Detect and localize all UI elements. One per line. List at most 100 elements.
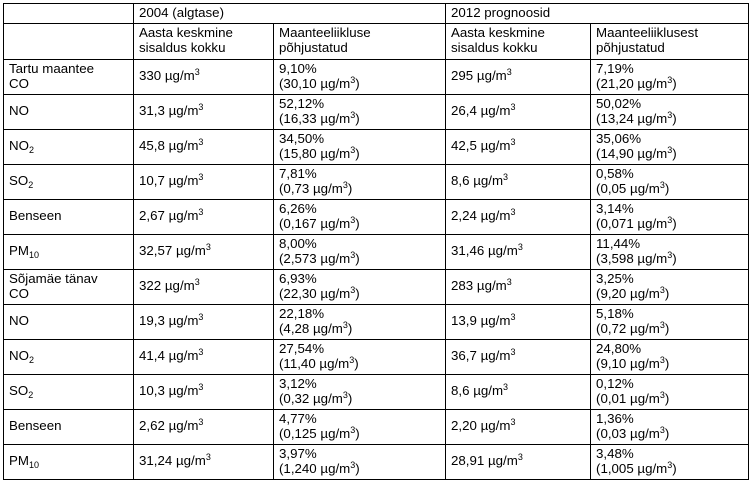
- share-2004-cell: 3,12% (0,32 µg/m3): [272, 374, 447, 410]
- pollutant-cell: NO: [3, 94, 134, 130]
- annual-2012-value: 31,46 µg/m3: [451, 236, 523, 259]
- header-line: Aasta keskmine: [139, 25, 233, 40]
- unit-exponent: 3: [198, 137, 204, 147]
- pollutant-cell: Sõjamäe tänav CO: [3, 269, 134, 305]
- pollutant-name: Benseen: [9, 201, 62, 223]
- value-number: 10,3: [139, 383, 165, 398]
- percent-text: 3,97%: [279, 446, 317, 461]
- value-number: 2,62: [139, 418, 165, 433]
- pollutant-name-text: CO: [9, 76, 29, 91]
- value-number: (0,071: [596, 216, 634, 231]
- share-2004-amount: (1,240 µg/m3): [279, 460, 360, 477]
- annual-2012-value: 36,7 µg/m3: [451, 341, 515, 364]
- unit-text: µg/m: [488, 243, 518, 258]
- share-2004-cell: 34,50% (15,80 µg/m3): [272, 129, 447, 165]
- unit-text: µg/m: [164, 278, 195, 293]
- value-number: 42,5: [451, 138, 477, 153]
- unit-text: µg/m: [637, 251, 668, 266]
- value-number: 31,3: [139, 103, 165, 118]
- percent-text: 9,10%: [279, 61, 317, 76]
- value-number: (21,20: [596, 76, 634, 91]
- share-2012-percent: 11,44%: [596, 236, 743, 251]
- value-number: (0,03: [596, 426, 627, 441]
- unit-text: µg/m: [168, 103, 199, 118]
- annual-2012-cell: 28,91 µg/m3: [445, 444, 592, 480]
- share-2012-cell: 5,18% (0,72 µg/m3): [590, 304, 750, 340]
- unit-exponent: 3: [659, 180, 665, 190]
- share-2004-amount: (0,32 µg/m3): [279, 390, 353, 407]
- unit-text: µg/m: [480, 313, 511, 328]
- unit-exponent: 3: [198, 102, 204, 112]
- value-number: 41,4: [139, 348, 165, 363]
- pollutant-cell: SO2: [3, 164, 134, 200]
- annual-2012-value: 2,24 µg/m3: [451, 201, 515, 224]
- header-annual-2012: Aasta keskmine sisaldus kokku: [445, 23, 592, 60]
- header-line: Maanteeliiklusest: [596, 25, 699, 40]
- percent-text: 35,06%: [596, 131, 642, 146]
- unit-exponent: 3: [503, 172, 509, 182]
- annual-2004-value: 10,3 µg/m3: [139, 376, 204, 399]
- share-2012-cell: 3,25% (9,20 µg/m3): [590, 269, 750, 305]
- value-number: (0,73: [279, 181, 310, 196]
- share-2012-cell: 50,02% (13,24 µg/m3): [590, 94, 750, 130]
- unit-exponent: 3: [659, 355, 665, 365]
- header-group-2012: 2012 prognoosid: [445, 3, 750, 24]
- annual-2004-value: 31,24 µg/m3: [139, 446, 211, 469]
- share-2004-percent: 8,00%: [279, 236, 440, 251]
- unit-exponent: 3: [342, 320, 348, 330]
- annual-2012-cell: 2,24 µg/m3: [445, 199, 592, 235]
- annual-2004-cell: 2,62 µg/m3: [133, 409, 274, 445]
- share-2004-amount: (15,80 µg/m3): [279, 145, 360, 162]
- share-2004-cell: 8,00% (2,573 µg/m3): [272, 234, 447, 270]
- share-2012-amount: (9,10 µg/m3): [596, 355, 670, 372]
- pollutant-name-text: Benseen: [9, 418, 62, 433]
- unit-exponent: 3: [667, 110, 673, 120]
- header-row-years: 2004 (algtase) 2012 prognoosid: [3, 3, 750, 24]
- unit-text: µg/m: [473, 173, 504, 188]
- unit-exponent: 3: [198, 347, 204, 357]
- annual-2004-cell: 41,4 µg/m3: [133, 339, 274, 375]
- annual-2004-value: 45,8 µg/m3: [139, 131, 204, 154]
- table-row: SO2 10,3 µg/m3 3,12% (0,32 µg/m3) 8,6 µg/m3 0…: [3, 374, 750, 410]
- unit-text: µg/m: [630, 181, 660, 196]
- share-2004-cell: 6,93% (22,30 µg/m3): [272, 269, 447, 305]
- annual-2012-cell: 13,9 µg/m3: [445, 304, 592, 340]
- percent-text: 8,00%: [279, 236, 317, 251]
- value-number: 31,24: [139, 453, 173, 468]
- pollutant-subscript: 2: [28, 390, 34, 400]
- unit-text: µg/m: [168, 208, 199, 223]
- table-row: Tartu maantee CO 330 µg/m3 9,10% (30,10 µg/m…: [3, 59, 750, 95]
- unit-text: µg/m: [168, 138, 199, 153]
- unit-exponent: 3: [667, 460, 673, 470]
- share-2004-percent: 7,81%: [279, 166, 440, 181]
- unit-exponent: 3: [205, 452, 211, 462]
- unit-exponent: 3: [503, 382, 509, 392]
- unit-text: µg/m: [637, 216, 668, 231]
- share-2004-percent: 52,12%: [279, 96, 440, 111]
- value-number: 36,7: [451, 348, 477, 363]
- table-row: NO2 41,4 µg/m3 27,54% (11,40 µg/m3) 36,7 µg/…: [3, 339, 750, 375]
- unit-exponent: 3: [517, 452, 523, 462]
- unit-text: µg/m: [637, 76, 668, 91]
- share-2012-amount: (0,01 µg/m3): [596, 390, 670, 407]
- pollutant-name: CO: [9, 286, 128, 301]
- pollutant-name-text: NO: [9, 348, 29, 363]
- value-number: (4,28: [279, 321, 310, 336]
- value-number: 322: [139, 278, 162, 293]
- unit-text: µg/m: [480, 348, 511, 363]
- value-number: (22,30: [279, 286, 317, 301]
- pollutant-name-text: NO: [9, 138, 29, 153]
- percent-text: 0,58%: [596, 166, 634, 181]
- share-2012-percent: 3,14%: [596, 201, 743, 216]
- unit-exponent: 3: [198, 382, 204, 392]
- table-row: Sõjamäe tänav CO 322 µg/m3 6,93% (22,30 µg/m…: [3, 269, 750, 305]
- table-row: Benseen 2,62 µg/m3 4,77% (0,125 µg/m3) 2,20 …: [3, 409, 750, 445]
- annual-2012-cell: 8,6 µg/m3: [445, 164, 592, 200]
- pollutant-name: PM10: [9, 236, 39, 260]
- annual-2012-value: 2,20 µg/m3: [451, 411, 515, 434]
- unit-text: µg/m: [630, 356, 660, 371]
- percent-text: 22,18%: [279, 306, 325, 321]
- value-number: (16,33: [279, 111, 317, 126]
- pollutant-cell: Benseen: [3, 199, 134, 235]
- pollutant-name-text: NO: [9, 313, 29, 328]
